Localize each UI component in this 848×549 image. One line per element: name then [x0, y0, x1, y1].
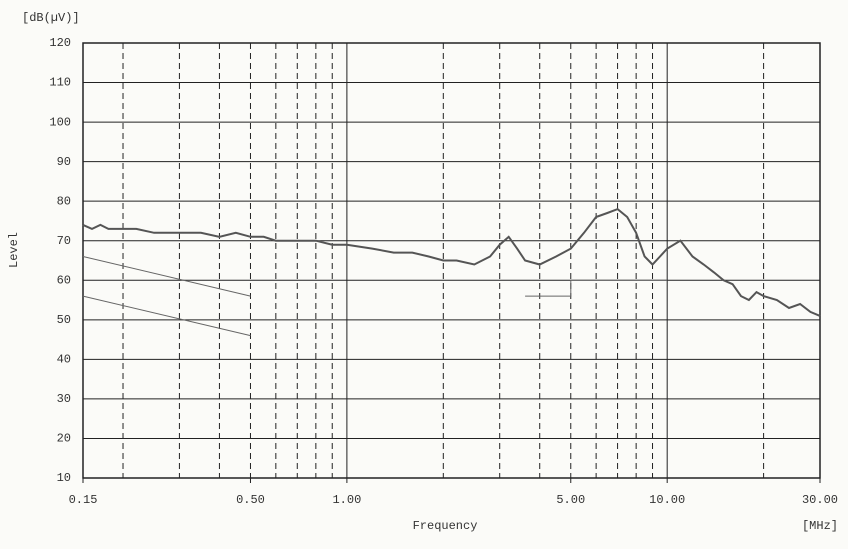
- x-tick-label: 5.00: [556, 493, 585, 507]
- series-line: [82, 256, 251, 297]
- y-tick-label: 10: [57, 471, 71, 485]
- series-line: [525, 279, 668, 297]
- y-tick-label: 30: [57, 392, 71, 406]
- x-axis-label: Frequency: [413, 519, 478, 533]
- x-tick-label: 10.00: [649, 493, 685, 507]
- y-tick-label: 40: [57, 353, 71, 367]
- y-tick-label: 20: [57, 432, 71, 446]
- y-tick-label: 110: [49, 76, 71, 90]
- y-tick-label: 60: [57, 273, 71, 287]
- x-tick-label: 0.15: [69, 493, 98, 507]
- x-tick-label: 1.00: [332, 493, 361, 507]
- y-tick-label: 70: [57, 234, 71, 248]
- y-tick-label: 120: [49, 36, 71, 50]
- x-tick-label: 0.50: [236, 493, 265, 507]
- y-tick-label: 50: [57, 313, 71, 327]
- y-tick-label: 100: [49, 115, 71, 129]
- x-tick-label: 30.00: [802, 493, 838, 507]
- y-unit: [dB(µV)]: [22, 11, 80, 25]
- x-unit: [MHz]: [802, 519, 838, 533]
- series-line: [82, 295, 251, 337]
- plot-frame: [82, 42, 821, 479]
- y-axis-label: Level: [7, 232, 21, 268]
- y-tick-label: 90: [57, 155, 71, 169]
- y-tick-label: 80: [57, 194, 71, 208]
- series-line: [82, 207, 821, 317]
